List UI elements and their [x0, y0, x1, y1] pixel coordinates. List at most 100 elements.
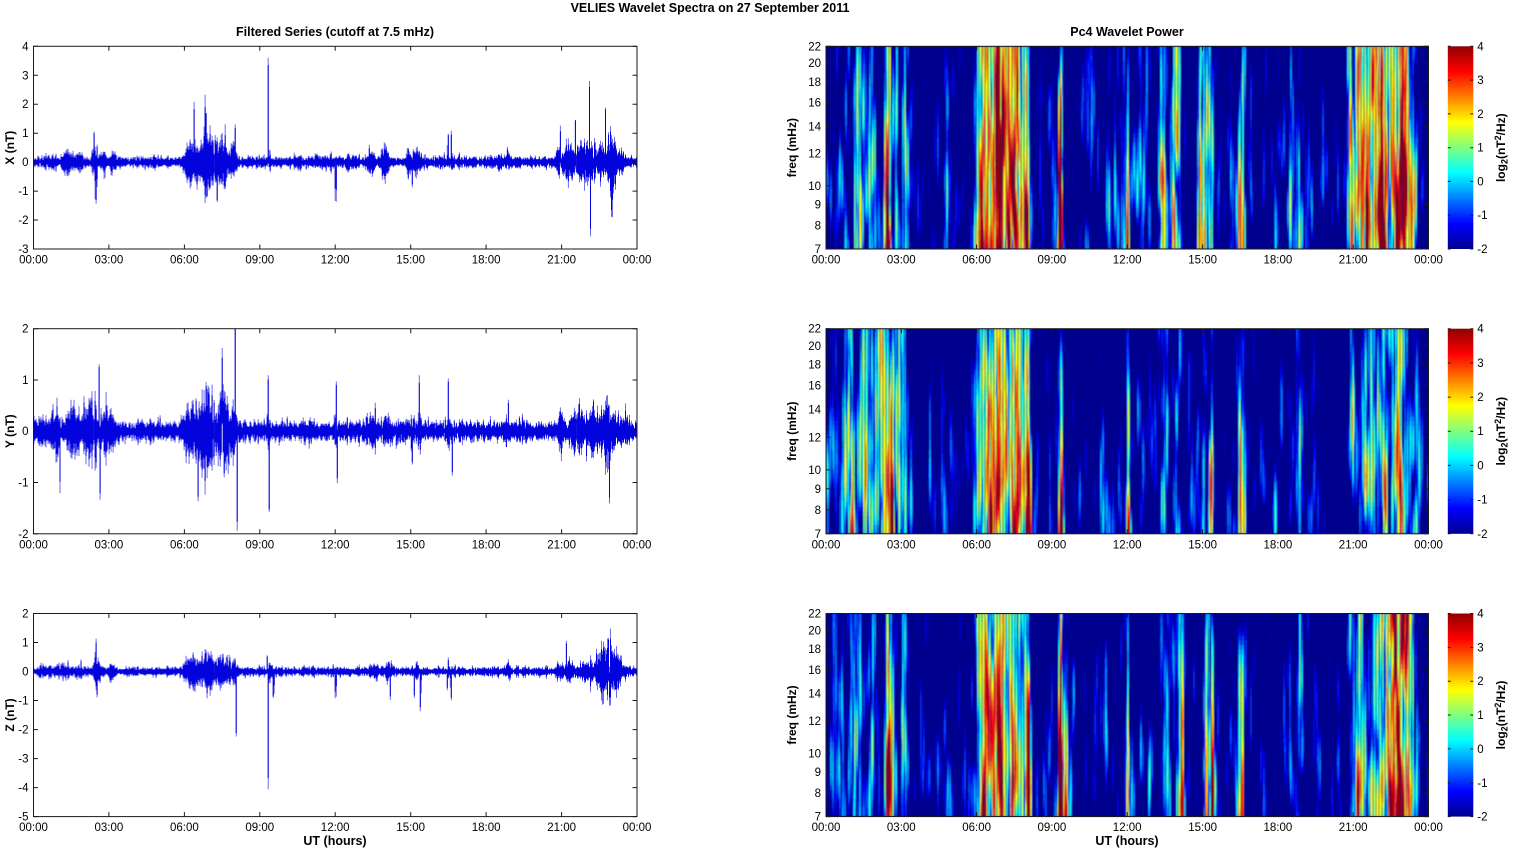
svg-text:-2: -2 — [18, 215, 28, 227]
svg-text:22: 22 — [808, 41, 821, 53]
svg-text:log2(nT2/Hz): log2(nT2/Hz) — [1493, 397, 1510, 466]
svg-text:00:00: 00:00 — [19, 255, 48, 267]
svg-text:freq (mHz): freq (mHz) — [785, 402, 799, 461]
svg-text:2: 2 — [1477, 392, 1483, 404]
svg-text:-3: -3 — [18, 754, 28, 766]
svg-text:21:00: 21:00 — [1339, 255, 1368, 267]
svg-text:00:00: 00:00 — [812, 822, 841, 834]
svg-text:00:00: 00:00 — [623, 822, 652, 834]
svg-text:4: 4 — [1477, 324, 1484, 336]
svg-text:0: 0 — [22, 426, 28, 438]
svg-text:03:00: 03:00 — [95, 255, 124, 267]
svg-text:-2: -2 — [1477, 529, 1487, 541]
svg-text:Z (nT): Z (nT) — [3, 698, 17, 731]
svg-text:12:00: 12:00 — [321, 822, 350, 834]
svg-text:1: 1 — [22, 375, 28, 387]
svg-text:12: 12 — [808, 432, 821, 444]
svg-text:18: 18 — [808, 644, 821, 656]
svg-text:12:00: 12:00 — [321, 255, 350, 267]
svg-text:0: 0 — [22, 667, 28, 679]
svg-text:12:00: 12:00 — [1113, 822, 1142, 834]
svg-text:4: 4 — [1477, 609, 1484, 621]
svg-text:18:00: 18:00 — [1264, 255, 1293, 267]
svg-text:00:00: 00:00 — [1414, 822, 1443, 834]
svg-text:4: 4 — [1477, 41, 1484, 53]
svg-text:10: 10 — [808, 181, 821, 193]
svg-text:X (nT): X (nT) — [3, 131, 17, 165]
svg-text:21:00: 21:00 — [547, 255, 576, 267]
svg-text:09:00: 09:00 — [1038, 822, 1067, 834]
svg-text:00:00: 00:00 — [19, 539, 48, 551]
svg-text:2: 2 — [22, 99, 28, 111]
svg-text:-2: -2 — [18, 725, 28, 737]
svg-text:-1: -1 — [1477, 210, 1487, 222]
svg-text:18:00: 18:00 — [1264, 822, 1293, 834]
svg-text:-4: -4 — [18, 783, 29, 795]
svg-text:03:00: 03:00 — [887, 539, 916, 551]
svg-text:0: 0 — [22, 157, 28, 169]
svg-text:3: 3 — [1477, 642, 1483, 654]
svg-text:-1: -1 — [18, 696, 28, 708]
svg-text:06:00: 06:00 — [170, 255, 199, 267]
svg-text:09:00: 09:00 — [1038, 539, 1067, 551]
svg-text:12: 12 — [808, 716, 821, 728]
svg-text:06:00: 06:00 — [170, 539, 199, 551]
svg-text:18: 18 — [808, 360, 821, 372]
svg-text:09:00: 09:00 — [245, 539, 274, 551]
svg-text:12:00: 12:00 — [1113, 539, 1142, 551]
svg-text:15:00: 15:00 — [396, 255, 425, 267]
svg-text:7: 7 — [815, 529, 821, 541]
svg-text:06:00: 06:00 — [962, 539, 991, 551]
svg-text:21:00: 21:00 — [1339, 539, 1368, 551]
svg-text:12: 12 — [808, 149, 821, 161]
svg-text:20: 20 — [808, 58, 821, 70]
svg-text:03:00: 03:00 — [95, 539, 124, 551]
svg-text:0: 0 — [1477, 744, 1483, 756]
svg-text:VELIES Wavelet Spectra on 27 S: VELIES Wavelet Spectra on 27 September 2… — [571, 1, 850, 15]
svg-text:18:00: 18:00 — [472, 255, 501, 267]
svg-text:UT (hours): UT (hours) — [303, 834, 366, 848]
svg-text:09:00: 09:00 — [245, 822, 274, 834]
svg-text:-2: -2 — [1477, 244, 1487, 256]
svg-text:10: 10 — [808, 465, 821, 477]
svg-text:20: 20 — [808, 625, 821, 637]
svg-text:log2(nT2/Hz): log2(nT2/Hz) — [1493, 113, 1510, 182]
svg-text:16: 16 — [808, 98, 821, 110]
svg-text:14: 14 — [808, 689, 821, 701]
svg-text:1: 1 — [1477, 143, 1483, 155]
svg-text:14: 14 — [808, 121, 821, 133]
svg-text:0: 0 — [1477, 176, 1483, 188]
svg-text:4: 4 — [22, 41, 29, 53]
svg-text:log2(nT2/Hz): log2(nT2/Hz) — [1493, 681, 1510, 750]
svg-text:-5: -5 — [18, 812, 28, 824]
svg-text:06:00: 06:00 — [962, 255, 991, 267]
svg-text:18: 18 — [808, 77, 821, 89]
svg-text:1: 1 — [1477, 426, 1483, 438]
svg-text:-1: -1 — [1477, 778, 1487, 790]
svg-text:2: 2 — [22, 324, 28, 336]
svg-text:Y (nT): Y (nT) — [3, 414, 17, 448]
svg-text:00:00: 00:00 — [19, 822, 48, 834]
svg-text:09:00: 09:00 — [245, 255, 274, 267]
svg-text:00:00: 00:00 — [812, 539, 841, 551]
svg-text:10: 10 — [808, 748, 821, 760]
svg-text:22: 22 — [808, 324, 821, 336]
svg-text:1: 1 — [1477, 710, 1483, 722]
svg-text:3: 3 — [22, 70, 28, 82]
svg-text:9: 9 — [815, 200, 821, 212]
svg-text:8: 8 — [815, 220, 821, 232]
svg-text:18:00: 18:00 — [1264, 539, 1293, 551]
svg-text:2: 2 — [1477, 676, 1483, 688]
svg-text:15:00: 15:00 — [396, 822, 425, 834]
svg-text:9: 9 — [815, 484, 821, 496]
svg-text:2: 2 — [22, 609, 28, 621]
svg-text:15:00: 15:00 — [1188, 255, 1217, 267]
svg-text:Filtered Series (cutoff at 7.5: Filtered Series (cutoff at 7.5 mHz) — [236, 25, 434, 39]
svg-text:21:00: 21:00 — [1339, 822, 1368, 834]
svg-text:00:00: 00:00 — [812, 255, 841, 267]
svg-text:-1: -1 — [18, 186, 28, 198]
svg-text:freq (mHz): freq (mHz) — [785, 118, 799, 177]
svg-text:7: 7 — [815, 812, 821, 824]
svg-text:03:00: 03:00 — [95, 822, 124, 834]
svg-text:9: 9 — [815, 767, 821, 779]
